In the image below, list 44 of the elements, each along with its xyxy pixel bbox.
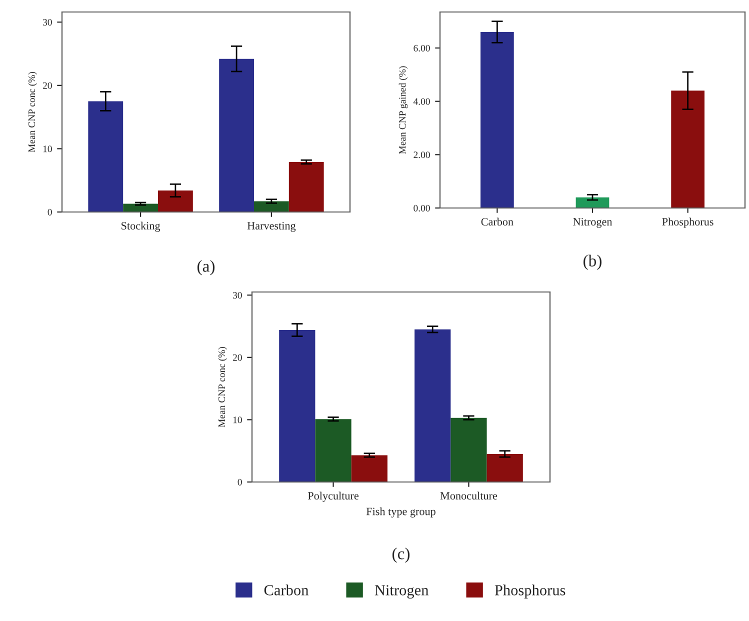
y-tick-label: 0.00 [414,204,430,212]
y-tick-label: 10 [233,416,242,424]
y-tick-label: 0 [238,478,242,486]
y-axis-title: Mean CNP gained (%) [398,66,408,154]
bar [279,330,316,482]
x-tick-label: Phosphorus [662,218,714,228]
y-tick-label: 10 [43,146,52,152]
bar [288,162,324,212]
bar [671,90,704,208]
x-tick-label: Polyculture [308,492,358,502]
y-tick-label: 20 [42,82,52,89]
y-tick-label: 2.00 [414,152,430,158]
bar [414,329,451,482]
legend-label: Carbon [264,584,309,596]
x-tick-label: Monoculture [440,492,498,500]
y-axis-title: Mean CNP conc (%) [218,346,227,428]
bar [123,204,158,212]
bar [480,32,514,208]
text: (c) [392,548,410,563]
text: (b) [584,254,602,270]
bar [158,190,193,212]
x-tick-label: Stocking [122,222,160,232]
x-tick-label: Harvesting [247,222,296,232]
bar [351,455,388,482]
bar [450,418,487,482]
bar [576,197,610,208]
y-tick-label: 20 [232,354,242,361]
text: (a) [197,260,215,276]
y-tick-label: 0 [48,208,52,216]
y-tick-label: 4.00 [413,98,430,105]
x-axis-title: Fish type group [366,507,436,518]
x-tick-label: Nitrogen [573,218,612,228]
bar [486,454,523,482]
bar [219,58,254,212]
y-axis-title: Mean CNP conc (%) [28,72,37,152]
bar [315,419,352,482]
y-tick-label: 30 [233,292,242,299]
legend-label: Nitrogen [374,585,429,599]
bar [88,101,124,212]
legend-label: Phosphorus [494,584,566,598]
x-tick-label: Carbon [481,218,514,226]
y-tick-label: 6.00 [414,44,430,52]
y-tick-label: 30 [43,19,52,26]
bar [254,201,289,212]
